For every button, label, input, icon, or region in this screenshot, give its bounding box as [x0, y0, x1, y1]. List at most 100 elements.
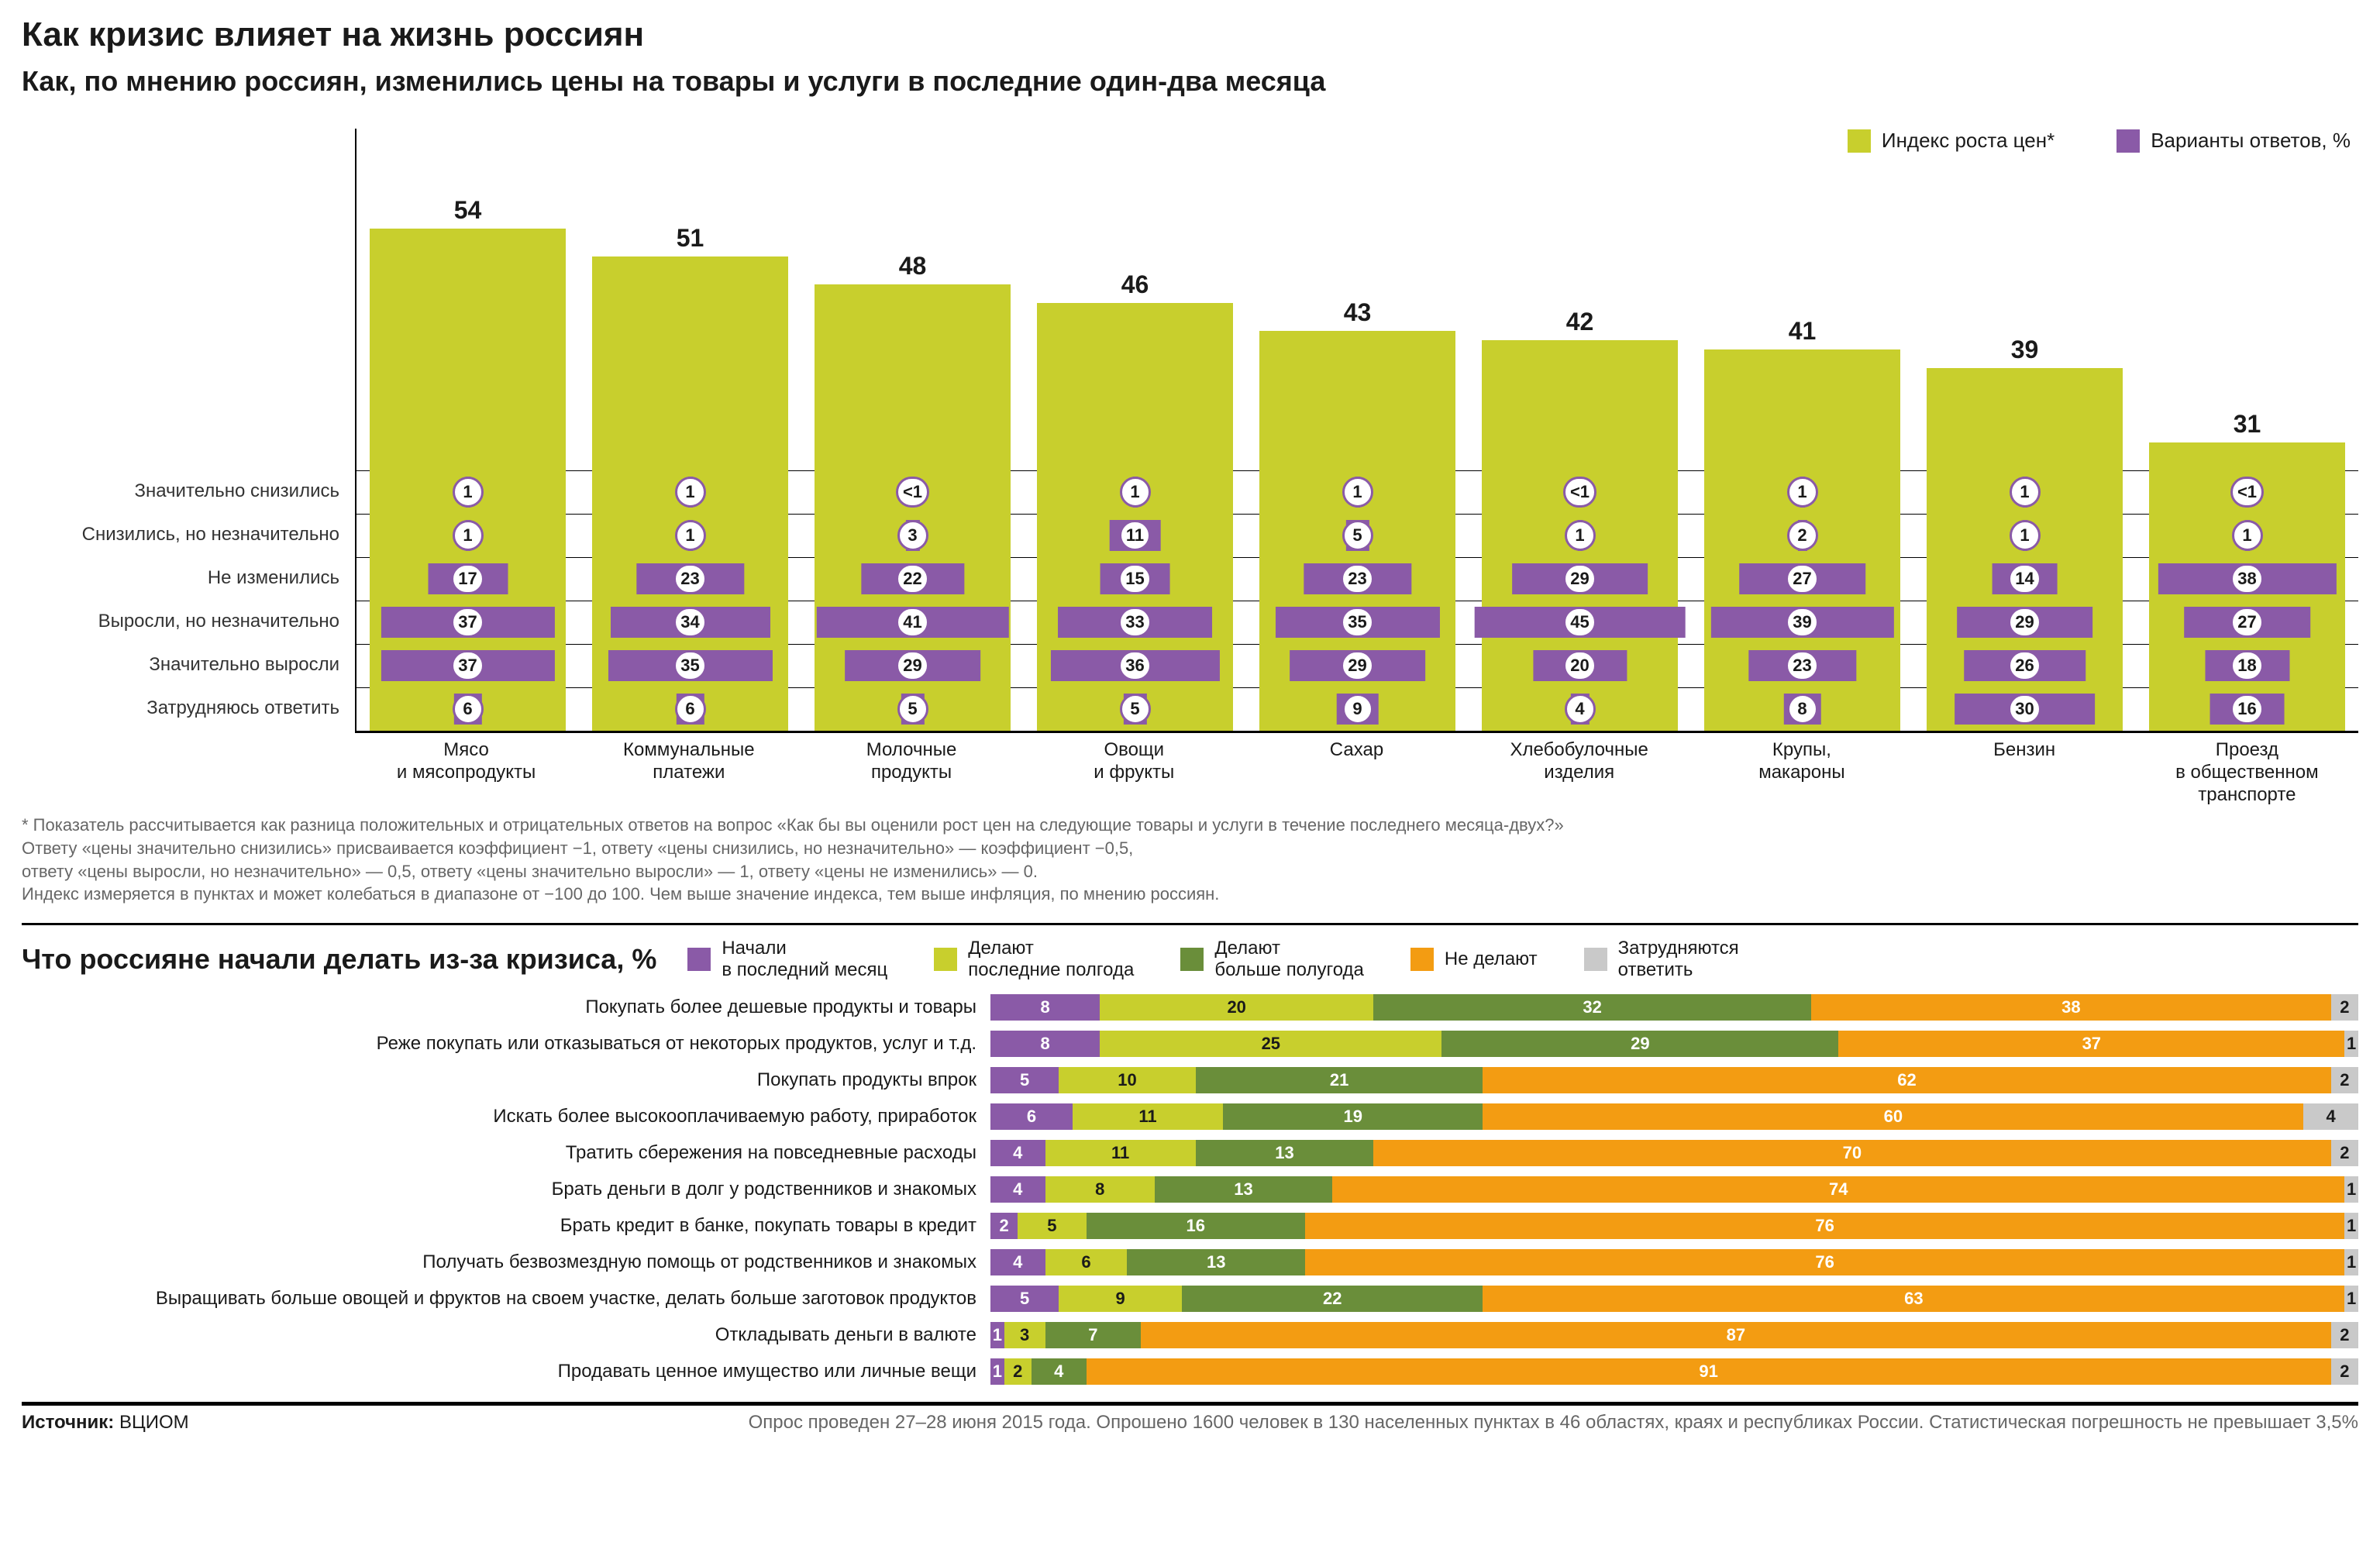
- answer-item: 27: [1691, 557, 1913, 601]
- answer-item: 26: [1913, 644, 2136, 687]
- bar-segment: 1: [2344, 1213, 2358, 1239]
- answer-value: 1: [453, 520, 484, 551]
- legend-item: Затрудняютсяответить: [1584, 938, 1739, 980]
- answer-item: 5: [1024, 687, 1246, 731]
- bar-segment: 5: [990, 1286, 1059, 1312]
- answers-overlay: 1114292630: [1913, 470, 2136, 731]
- answer-item: 22: [801, 557, 1024, 601]
- answer-item: 35: [1246, 601, 1469, 644]
- category-label: Бензин: [1913, 733, 2136, 806]
- category-label: Сахар: [1245, 733, 1468, 806]
- answer-value: 35: [1341, 607, 1373, 638]
- chart1-column: 461111533365: [1024, 129, 1246, 731]
- answer-item: 34: [579, 601, 801, 644]
- stacked-bar: 82529371: [990, 1031, 2358, 1057]
- bar-segment: 9: [1059, 1286, 1182, 1312]
- answer-item: 36: [1024, 644, 1246, 687]
- answers-overlay: <132241295: [801, 470, 1024, 731]
- chart1-column: 42<112945204: [1469, 129, 1691, 731]
- bar-segment: 2: [990, 1213, 1018, 1239]
- answer-item: 6: [356, 687, 579, 731]
- legend-swatch: [1584, 948, 1607, 971]
- answer-item: 1: [579, 470, 801, 514]
- index-value: 42: [1482, 308, 1678, 336]
- chart1-column: 391114292630: [1913, 129, 2136, 731]
- footer: Источник: ВЦИОМ Опрос проведен 27–28 июн…: [22, 1412, 2358, 1434]
- stacked-bar: 82032382: [990, 994, 2358, 1021]
- answer-item: 11: [1024, 514, 1246, 557]
- bar-segment: 74: [1332, 1176, 2344, 1203]
- bar-segment: 8: [990, 994, 1100, 1021]
- answer-item: 30: [1913, 687, 2136, 731]
- bar-segment: 60: [1483, 1103, 2303, 1130]
- answer-value: 39: [1786, 607, 1818, 638]
- row-label: Покупать продукты впрок: [22, 1069, 990, 1091]
- chart1-body: 541117373765111233435648<132241295461111…: [355, 129, 2358, 733]
- stacked-bar: 2516761: [990, 1213, 2358, 1239]
- bar-segment: 20: [1100, 994, 1373, 1021]
- answer-value: 26: [2008, 650, 2041, 681]
- answer-value: 20: [1563, 650, 1596, 681]
- category-label: Проездв общественномтранспорте: [2136, 733, 2358, 806]
- answer-value: 3: [897, 520, 928, 551]
- category-label: Молочныепродукты: [800, 733, 1022, 806]
- answer-item: 9: [1246, 687, 1469, 731]
- answer-value: 34: [673, 607, 706, 638]
- answer-item: 27: [2136, 601, 2358, 644]
- legend-swatch: [1410, 948, 1434, 971]
- answer-item: 23: [579, 557, 801, 601]
- answer-value: 37: [451, 607, 484, 638]
- answer-value: 14: [2008, 563, 2041, 594]
- row-label: Выросли, но незначительно: [22, 600, 355, 643]
- answer-value: 1: [675, 477, 706, 508]
- answer-value: 16: [2230, 694, 2263, 725]
- answer-value: 41: [896, 607, 928, 638]
- answer-item: 14: [1913, 557, 2136, 601]
- row-label: Покупать более дешевые продукты и товары: [22, 997, 990, 1018]
- answer-value: 29: [896, 650, 928, 681]
- answer-item: 1: [1469, 514, 1691, 557]
- answer-value: 1: [1342, 477, 1373, 508]
- row-label: Откладывать деньги в валюте: [22, 1324, 990, 1346]
- index-value: 48: [815, 252, 1011, 281]
- row-label: Реже покупать или отказываться от некото…: [22, 1033, 990, 1055]
- bar-segment: 11: [1045, 1140, 1196, 1166]
- answer-item: 33: [1024, 601, 1246, 644]
- chart2-row: Покупать более дешевые продукты и товары…: [22, 991, 2358, 1024]
- section-separator: [22, 923, 2358, 925]
- category-label: Крупы,макароны: [1690, 733, 1913, 806]
- bar-segment: 2: [2331, 1322, 2358, 1348]
- answer-item: 1: [2136, 514, 2358, 557]
- bar-segment: 1: [2344, 1249, 2358, 1275]
- bar-segment: 5: [1018, 1213, 1086, 1239]
- chart1-column: 41122739238: [1691, 129, 1913, 731]
- index-value: 51: [592, 224, 788, 253]
- bar-segment: 29: [1441, 1031, 1838, 1057]
- legend-label: Затрудняютсяответить: [1618, 938, 1739, 980]
- bar-segment: 6: [1045, 1249, 1128, 1275]
- bar-segment: 21: [1196, 1067, 1483, 1093]
- answers-overlay: <112945204: [1469, 470, 1691, 731]
- answer-value: 17: [451, 563, 484, 594]
- answer-item: 4: [1469, 687, 1691, 731]
- bar-segment: 4: [990, 1140, 1045, 1166]
- answer-item: 1: [356, 514, 579, 557]
- stacked-bar: 61119604: [990, 1103, 2358, 1130]
- bar-segment: 2: [2331, 1067, 2358, 1093]
- chart1-footnote: * Показатель рассчитывается как разница …: [22, 814, 2358, 906]
- chart2-row: Получать безвозмездную помощь от родстве…: [22, 1246, 2358, 1279]
- chart1-column: 51112334356: [579, 129, 801, 731]
- row-label: Брать кредит в банке, покупать товары в …: [22, 1215, 990, 1237]
- legend-swatch: [687, 948, 711, 971]
- chart1-subtitle: Как, по мнению россиян, изменились цены …: [22, 65, 2358, 98]
- bar-segment: 13: [1196, 1140, 1373, 1166]
- chart2: Покупать более дешевые продукты и товары…: [22, 991, 2358, 1388]
- answer-item: 39: [1691, 601, 1913, 644]
- answer-item: 3: [801, 514, 1024, 557]
- answer-value: 33: [1118, 607, 1151, 638]
- answer-value: <1: [2230, 477, 2264, 508]
- bar-segment: 4: [990, 1249, 1045, 1275]
- chart1: Индекс роста цен*Варианты ответов, % Зна…: [22, 129, 2358, 906]
- bar-segment: 2: [1004, 1358, 1032, 1385]
- answer-value: 6: [675, 694, 706, 725]
